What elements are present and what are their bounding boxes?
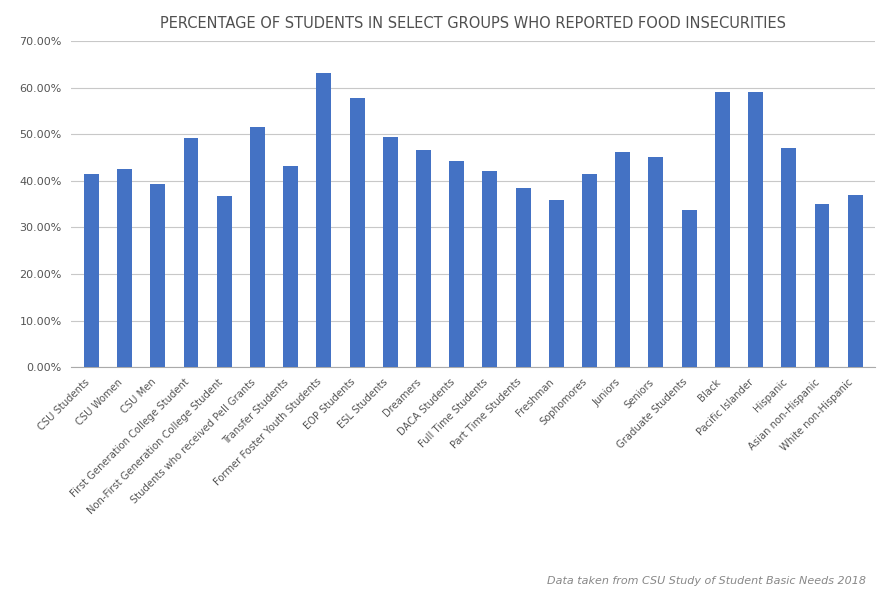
Bar (316, 73, 331, 367)
Bar (482, 170, 497, 367)
Bar (416, 150, 431, 367)
Bar (349, 98, 364, 367)
Bar (383, 137, 397, 367)
Bar (615, 152, 630, 367)
Bar (582, 174, 597, 367)
Bar (715, 92, 730, 367)
Text: Data taken from CSU Study of Student Basic Needs 2018: Data taken from CSU Study of Student Bas… (547, 576, 866, 586)
Bar (283, 166, 298, 367)
Title: PERCENTAGE OF STUDENTS IN SELECT GROUPS WHO REPORTED FOOD INSECURITIES: PERCENTAGE OF STUDENTS IN SELECT GROUPS … (160, 15, 787, 31)
Bar (814, 204, 830, 367)
Bar (515, 188, 530, 367)
Bar (549, 200, 563, 367)
Bar (117, 169, 132, 367)
Bar (681, 210, 697, 367)
Bar (449, 160, 464, 367)
Bar (84, 174, 99, 367)
Bar (748, 92, 763, 367)
Bar (648, 157, 663, 367)
Bar (847, 195, 863, 367)
Bar (217, 196, 231, 367)
Bar (781, 149, 797, 367)
Bar (250, 127, 265, 367)
Bar (184, 138, 198, 367)
Bar (150, 184, 165, 367)
